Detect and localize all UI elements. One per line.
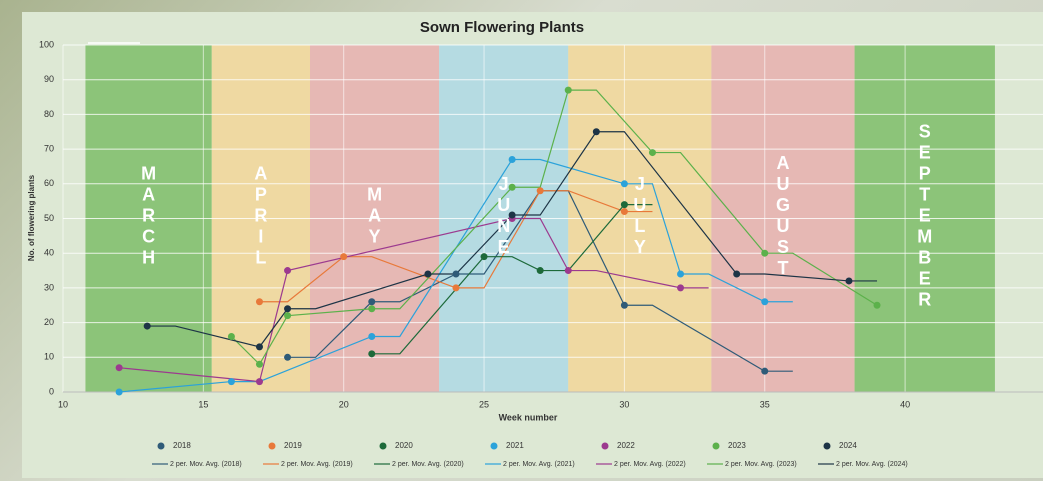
y-tick-label: 0 [49,386,54,396]
data-point [677,270,685,278]
y-tick-label: 40 [44,248,54,258]
data-point [761,249,769,257]
data-point [452,270,460,278]
y-tick-label: 80 [44,109,54,119]
data-point [227,332,235,340]
moving-average-line [287,190,793,372]
data-point [536,187,544,195]
data-point [620,201,628,209]
y-tick-label: 50 [44,213,54,223]
data-point [255,360,263,368]
legend-marker [157,442,165,450]
month-label: JUNE [493,174,514,258]
month-label: AUGUST [772,153,793,279]
data-point [115,388,123,396]
data-point [564,86,572,94]
x-axis-title: Week number [499,412,558,422]
legend-label: 2020 [395,441,413,450]
data-point [368,305,376,313]
data-point [480,253,488,261]
data-point [115,364,123,372]
month-label: MARCH [138,163,159,269]
legend-label: 2024 [839,441,857,450]
data-point [284,353,292,361]
y-tick-label: 90 [44,74,54,84]
legend-marker [268,442,276,450]
x-tick-label: 15 [198,399,208,409]
legend-label: 2023 [728,441,746,450]
data-point [368,350,376,358]
month-label: SEPTEMBER [914,121,935,311]
legend-label: 2021 [506,441,524,450]
data-point [845,277,853,285]
legend-label: 2 per. Mov. Avg. (2018) [170,461,242,468]
moving-average-line [259,190,653,303]
x-tick-label: 30 [619,399,629,409]
data-point [227,378,235,386]
data-point [620,180,628,188]
legend-label: 2 per. Mov. Avg. (2023) [725,461,797,468]
data-point [620,301,628,309]
data-point [255,298,263,306]
data-point [508,211,516,219]
moving-average-line [119,217,709,383]
data-point [284,267,292,275]
data-point [368,332,376,340]
data-point [452,284,460,292]
x-tick-label: 20 [339,399,349,409]
month-label: JULY [629,174,650,258]
data-point [761,367,769,375]
y-tick-label: 70 [44,143,54,153]
data-point [143,322,151,330]
data-point [677,284,685,292]
data-point [255,378,263,386]
y-tick-label: 10 [44,352,54,362]
x-tick-label: 40 [900,399,910,409]
legend-label: 2 per. Mov. Avg. (2019) [281,461,353,468]
y-tick-label: 20 [44,317,54,327]
legend-marker [601,442,609,450]
data-point [592,128,600,136]
y-axis-title: No. of flowering plants [27,174,36,261]
data-point [284,305,292,313]
data-point [536,267,544,275]
data-point [508,156,516,164]
legend-marker [379,442,387,450]
moving-average-line [371,204,653,355]
legend-marker [712,442,720,450]
month-label: MAY [364,184,385,248]
data-point [761,298,769,306]
legend-marker [490,442,498,450]
data-point [733,270,741,278]
data-point [284,312,292,320]
legend-label: 2022 [617,441,635,450]
legend-label: 2 per. Mov. Avg. (2024) [836,461,908,468]
y-tick-label: 30 [44,282,54,292]
data-point [873,301,881,309]
x-tick-label: 25 [479,399,489,409]
data-point [564,267,572,275]
y-tick-label: 100 [39,39,54,49]
chart-title: Sown Flowering Plants [420,19,584,36]
data-point [340,253,348,261]
data-point [255,343,263,351]
legend-marker [823,442,831,450]
legend-label: 2 per. Mov. Avg. (2021) [503,461,575,468]
y-tick-label: 60 [44,178,54,188]
legend-label: 2 per. Mov. Avg. (2022) [614,461,686,468]
data-point [424,270,432,278]
data-point [620,208,628,216]
x-tick-label: 10 [58,399,68,409]
x-tick-label: 35 [760,399,770,409]
data-point [648,149,656,157]
data-point [508,183,516,191]
data-point [368,298,376,306]
moving-average-line [230,89,878,366]
legend-label: 2018 [173,441,191,450]
legend-label: 2019 [284,441,302,450]
legend-label: 2 per. Mov. Avg. (2020) [392,461,464,468]
month-label: APRIL [250,163,271,269]
